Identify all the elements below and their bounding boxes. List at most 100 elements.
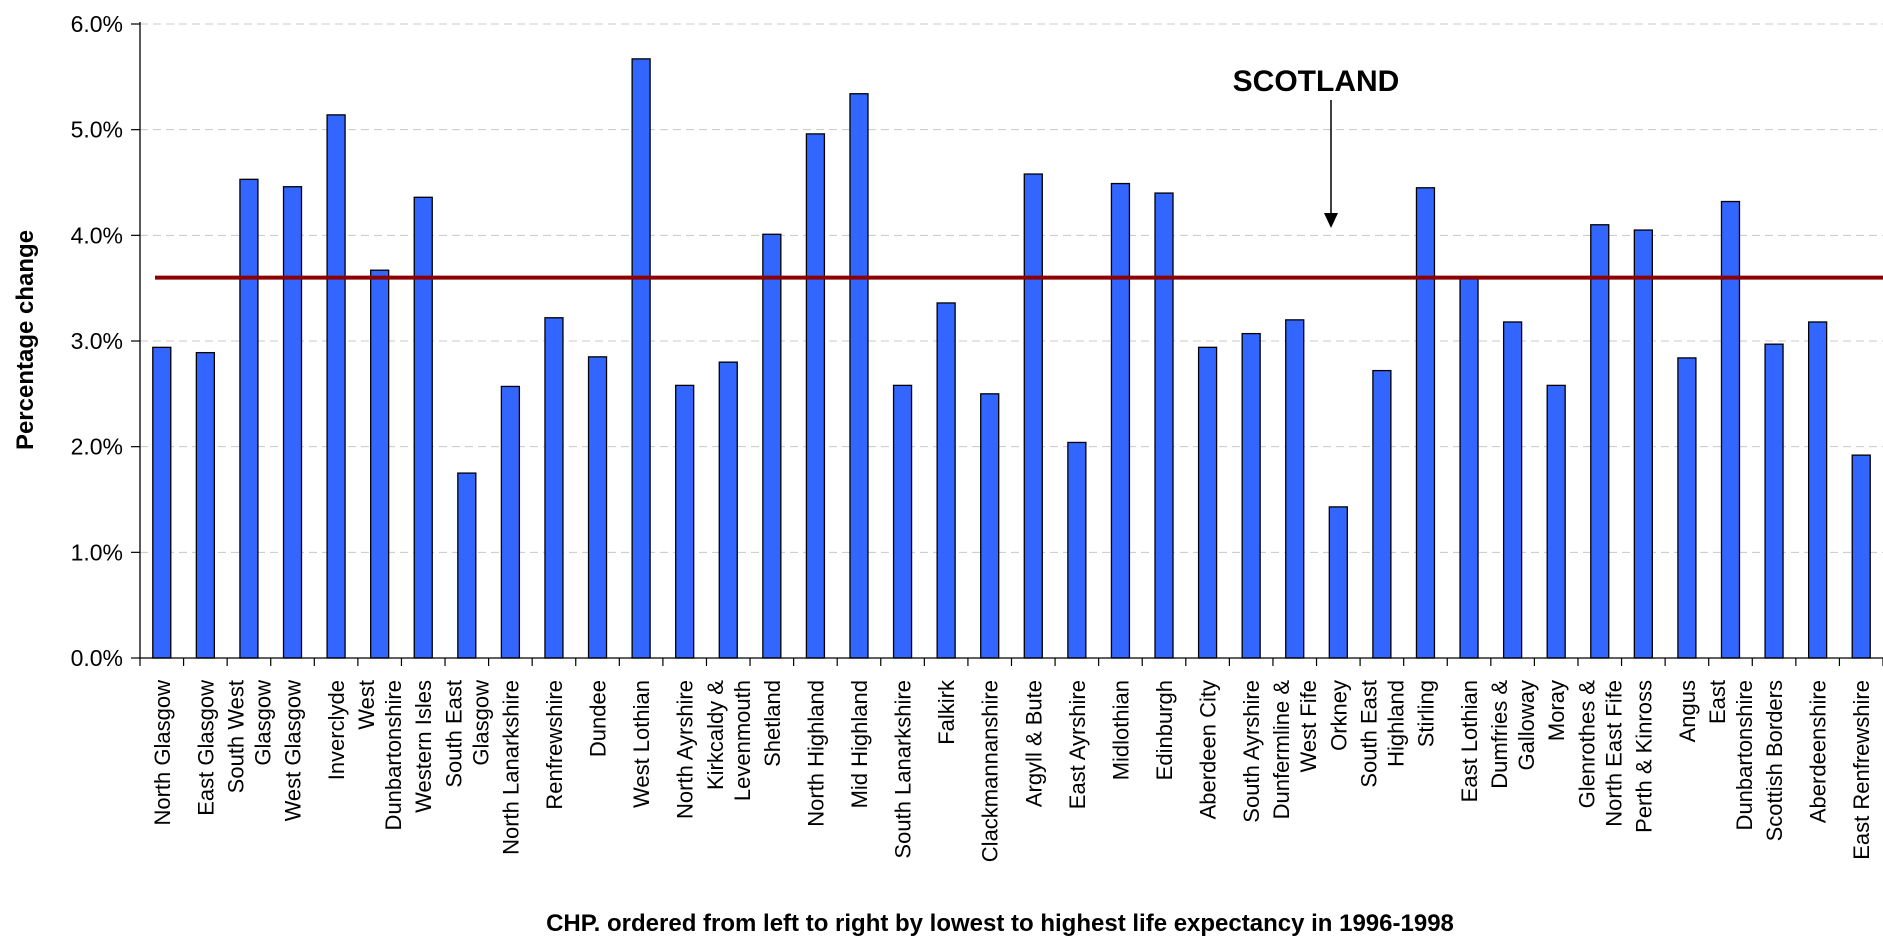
bar: [1067, 441, 1087, 659]
bar: [675, 384, 695, 659]
x-category-label: Clackmannanshire: [978, 680, 1003, 862]
bar: [1285, 319, 1305, 659]
gridlines: [140, 23, 1883, 553]
x-category-label: South Lanarkshire: [891, 680, 916, 859]
x-category-label: Angus: [1675, 680, 1700, 742]
y-tick-label: 2.0%: [71, 434, 123, 460]
bar: [1110, 182, 1131, 659]
x-category-label: South East: [441, 680, 466, 788]
bar: [1764, 343, 1784, 659]
x-category-label: Glasgow: [468, 680, 493, 766]
scotland-reference: SCOTLAND: [155, 65, 1883, 280]
x-category-label: Dundee: [586, 680, 611, 757]
x-category-label: Aberdeenshire: [1806, 680, 1831, 823]
bar: [980, 393, 1000, 659]
x-axis-title: CHP. ordered from left to right by lowes…: [546, 910, 1454, 937]
y-tick-label: 4.0%: [71, 222, 123, 248]
x-category-label: Inverclyde: [324, 680, 349, 780]
x-category-label: Galloway: [1514, 680, 1539, 770]
x-category-label: North Highland: [803, 680, 828, 827]
x-category-label: North Glasgow: [150, 680, 175, 826]
bar: [1546, 384, 1566, 659]
x-category-label: Highland: [1383, 680, 1408, 767]
bar: [239, 178, 259, 659]
bar: [936, 302, 956, 659]
scotland-annotation-label: SCOTLAND: [1233, 65, 1400, 98]
x-category-label: South East: [1356, 680, 1381, 788]
x-category-label: West Fife: [1296, 680, 1321, 773]
x-category-label: Shetland: [760, 680, 785, 767]
bar: [282, 186, 303, 659]
x-category-label: Kirkcaldy &: [703, 680, 728, 790]
bar: [1720, 200, 1741, 659]
bar: [762, 233, 782, 659]
x-category-label: Glasgow: [250, 680, 275, 766]
x-category-label: North East Fife: [1601, 680, 1626, 827]
bar: [413, 196, 433, 659]
x-category-label: Argyll & Bute: [1021, 680, 1046, 807]
bar: [457, 472, 477, 659]
bar: [1154, 192, 1174, 659]
x-category-label: Midlothian: [1108, 680, 1133, 780]
y-tick-label: 0.0%: [71, 645, 123, 671]
x-category-label: North Ayrshire: [673, 680, 698, 819]
x-category-label: East Ayrshire: [1065, 680, 1090, 809]
bar: [1241, 332, 1261, 659]
x-category-label: East Renfrewshire: [1849, 680, 1874, 860]
bar: [1459, 278, 1479, 659]
bar: [544, 317, 564, 659]
y-axis-title: Percentage change: [12, 230, 39, 450]
bar: [849, 93, 869, 659]
bar: [326, 114, 346, 659]
x-category-label: South West: [223, 680, 248, 793]
y-tick-label: 5.0%: [71, 117, 123, 143]
x-category-label: Edinburgh: [1152, 680, 1177, 780]
y-tick-label: 6.0%: [71, 11, 123, 37]
x-category-label: Dumfries &: [1487, 680, 1512, 789]
bars: [152, 58, 1871, 659]
x-category-label: Moray: [1544, 680, 1569, 741]
bar: [1633, 229, 1653, 659]
bar: [1197, 346, 1218, 659]
x-category-label: Levenmouth: [730, 680, 755, 801]
bar: [1677, 357, 1697, 659]
bar: [1023, 173, 1043, 659]
bar: [805, 133, 826, 659]
x-category-label: West Lothian: [629, 680, 654, 808]
x-category-label: Western Isles: [411, 680, 436, 813]
x-category-label: Dunbartonshire: [381, 680, 406, 830]
bar: [1851, 454, 1871, 659]
bar: [1415, 187, 1436, 659]
annotation-arrow-head-icon: [1324, 213, 1338, 228]
x-category-label: Falkirk: [934, 679, 959, 745]
x-category-label: North Lanarkshire: [498, 680, 523, 855]
x-category-label: West: [354, 680, 379, 730]
bar: [1372, 369, 1392, 659]
x-category-label: South Ayrshire: [1239, 680, 1264, 823]
bar: [631, 58, 651, 659]
y-tick-label: 1.0%: [71, 539, 123, 565]
x-category-label: East Glasgow: [193, 680, 218, 816]
bar: [500, 385, 521, 659]
x-category-label: Scottish Borders: [1762, 680, 1787, 841]
x-category-label: Perth & Kinross: [1631, 680, 1656, 833]
bar: [587, 356, 608, 659]
bar: [718, 361, 738, 659]
x-category-label: Stirling: [1413, 680, 1438, 747]
bar: [1590, 224, 1610, 659]
x-category-label: Mid Highland: [847, 680, 872, 808]
bar: [892, 384, 913, 659]
axes: 0.0% 1.0% 2.0% 3.0% 4.0% 5.0% 6.0% North Glasgo…: [71, 11, 1883, 862]
x-category-label: East Lothian: [1457, 680, 1482, 802]
x-category-label: Aberdeen City: [1196, 680, 1221, 819]
x-category-label: Glenrothes &: [1574, 680, 1599, 809]
x-category-label: Orkney: [1326, 680, 1351, 751]
x-category-label: Dunbartonshire: [1732, 680, 1757, 830]
bar: [1807, 321, 1828, 659]
x-category-label: Renfrewshire: [542, 680, 567, 810]
bar: [1328, 506, 1348, 659]
bar: [370, 269, 390, 659]
bar: [152, 346, 172, 659]
bar: [195, 351, 216, 659]
